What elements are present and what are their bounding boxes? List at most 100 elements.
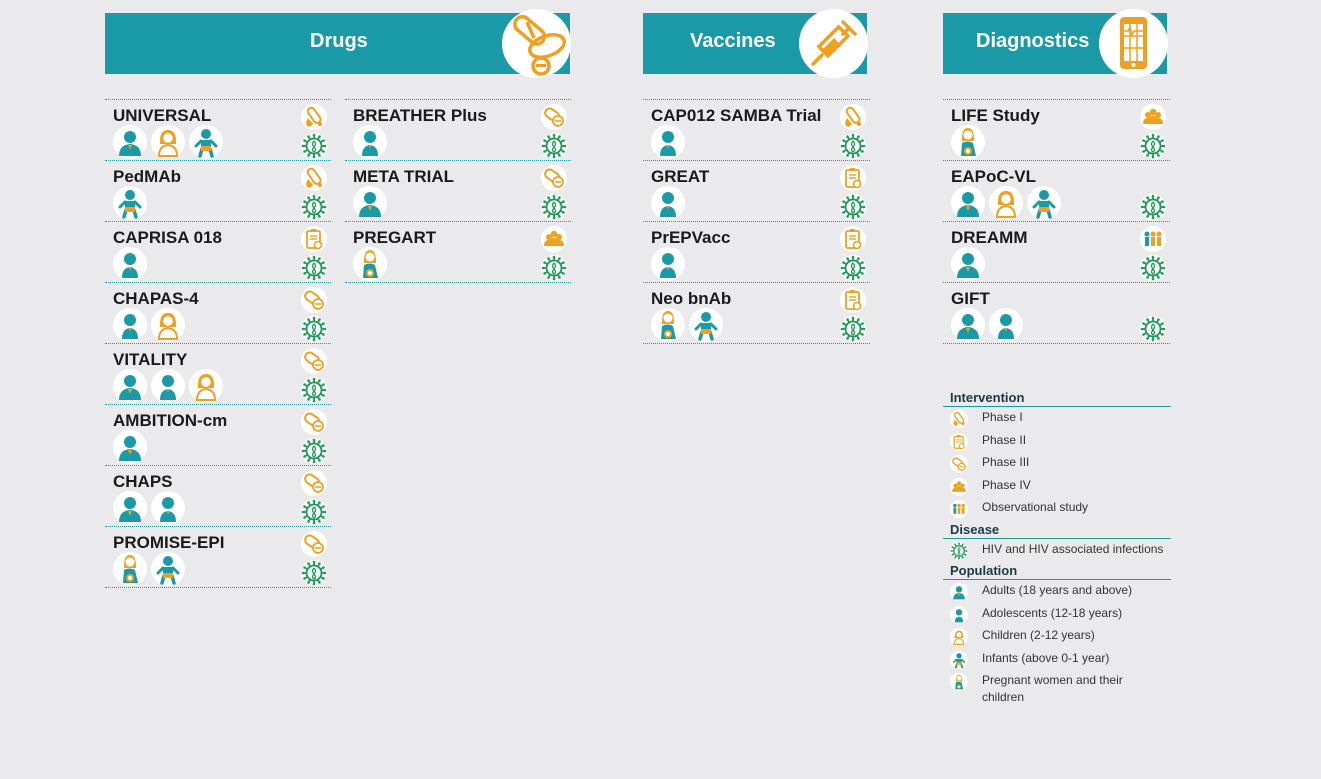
adolescent-icon bbox=[151, 491, 185, 525]
hiv-icon bbox=[541, 194, 567, 220]
population-icons bbox=[951, 186, 1061, 220]
phase-2-icon bbox=[950, 432, 968, 451]
adult-icon bbox=[950, 583, 968, 601]
adolescent-icon bbox=[113, 308, 147, 342]
trial-name: CAPRISA 018 bbox=[113, 228, 222, 247]
pregnant-woman-icon bbox=[950, 673, 968, 691]
phase-1-icon bbox=[301, 165, 327, 191]
legend-intervention-heading: Intervention bbox=[943, 388, 1171, 407]
adolescent-icon bbox=[651, 125, 685, 159]
trial-row: LIFE Study bbox=[943, 100, 1170, 161]
trial-name: GIFT bbox=[951, 289, 990, 308]
phase-3-icon bbox=[541, 104, 567, 130]
population-icons bbox=[353, 247, 387, 281]
trial-name: LIFE Study bbox=[951, 106, 1040, 125]
hiv-icon bbox=[840, 133, 866, 159]
legend-item: Pregnant women and their children bbox=[943, 670, 1133, 706]
hiv-icon bbox=[301, 499, 327, 525]
population-icons bbox=[651, 247, 685, 281]
drugs-trials-column-left: UNIVERSAL PedMAb bbox=[105, 99, 331, 588]
trial-row: EAPoC-VL bbox=[943, 161, 1170, 222]
adolescent-icon bbox=[151, 369, 185, 403]
legend-item: Phase III bbox=[943, 452, 1171, 475]
trial-row: PREGART bbox=[345, 222, 571, 283]
population-icons bbox=[113, 369, 223, 403]
adolescent-icon bbox=[651, 186, 685, 220]
population-icons bbox=[651, 308, 723, 342]
infant-icon bbox=[189, 125, 223, 159]
hiv-icon bbox=[1140, 133, 1166, 159]
legend-item: Infants (above 0-1 year) bbox=[943, 648, 1171, 671]
diagnostics-header: Diagnostics bbox=[943, 9, 1168, 78]
trial-name: UNIVERSAL bbox=[113, 106, 212, 125]
trial-row: GREAT bbox=[643, 161, 870, 222]
infant-icon bbox=[151, 552, 185, 586]
vaccines-header: Vaccines bbox=[643, 9, 868, 78]
phase-4-icon bbox=[541, 226, 567, 252]
trial-name: CHAPAS-4 bbox=[113, 289, 199, 308]
trial-name: BREATHER Plus bbox=[353, 106, 487, 125]
adolescent-icon bbox=[950, 605, 968, 624]
hiv-icon bbox=[1140, 255, 1166, 281]
phase-3-icon bbox=[541, 165, 567, 191]
legend-item-label: Adolescents (12-18 years) bbox=[982, 605, 1123, 620]
child-icon bbox=[950, 628, 968, 646]
legend-item-label: Phase IV bbox=[982, 477, 1031, 492]
trial-row: PedMAb bbox=[105, 161, 331, 222]
adult-icon bbox=[113, 491, 147, 525]
trial-row: UNIVERSAL bbox=[105, 100, 331, 161]
phase-1-icon bbox=[950, 410, 968, 428]
trial-row: DREAMM bbox=[943, 222, 1170, 283]
population-icons bbox=[951, 247, 985, 281]
observational-study-icon bbox=[1140, 226, 1166, 252]
adolescent-icon bbox=[353, 125, 387, 159]
legend-item: Children (2-12 years) bbox=[943, 625, 1171, 648]
legend-item-label: Phase I bbox=[982, 410, 1023, 424]
trial-row: AMBITION-cm bbox=[105, 405, 331, 466]
phase-2-icon bbox=[840, 165, 866, 191]
trial-row: GIFT bbox=[943, 283, 1170, 344]
legend-item: Observational study bbox=[943, 497, 1171, 520]
adult-icon bbox=[113, 430, 147, 464]
legend-disease-heading: Disease bbox=[943, 520, 1171, 539]
trial-name: VITALITY bbox=[113, 350, 188, 369]
adult-icon bbox=[951, 247, 985, 281]
infant-icon bbox=[113, 186, 147, 220]
legend-population-heading: Population bbox=[943, 561, 1171, 580]
phase-4-icon bbox=[950, 477, 968, 496]
phase-3-icon bbox=[301, 348, 327, 374]
child-icon bbox=[151, 308, 185, 342]
legend: Intervention Phase I Phase II Phase III … bbox=[943, 388, 1171, 706]
legend-item-label: Infants (above 0-1 year) bbox=[982, 650, 1110, 665]
pills-icon bbox=[502, 9, 571, 78]
pregnant-woman-icon bbox=[113, 552, 147, 586]
population-icons bbox=[353, 125, 387, 159]
phase-2-icon bbox=[840, 287, 866, 313]
pregnant-woman-icon bbox=[353, 247, 387, 281]
phase-1-icon bbox=[840, 104, 866, 130]
infant-icon bbox=[950, 650, 968, 669]
population-icons bbox=[353, 186, 387, 220]
population-icons bbox=[113, 491, 185, 525]
hiv-icon bbox=[840, 255, 866, 281]
phase-3-icon bbox=[301, 409, 327, 435]
trial-name: PedMAb bbox=[113, 167, 181, 186]
phase-2-icon bbox=[301, 226, 327, 252]
trial-name: Neo bnAb bbox=[651, 289, 732, 308]
section-title: Diagnostics bbox=[976, 30, 1090, 52]
hiv-icon bbox=[541, 133, 567, 159]
trial-row: Neo bnAb bbox=[643, 283, 870, 344]
population-icons bbox=[951, 308, 1023, 342]
phase-1-icon bbox=[301, 104, 327, 130]
hiv-icon bbox=[541, 255, 567, 281]
legend-item-label: Observational study bbox=[982, 500, 1089, 514]
vaccines-trials-column: CAP012 SAMBA Trial GREAT PrEPVacc bbox=[643, 99, 870, 344]
legend-item: HIV and HIV associated infections bbox=[943, 539, 1171, 562]
trial-row: BREATHER Plus bbox=[345, 100, 571, 161]
population-icons bbox=[113, 186, 147, 220]
pregnant-woman-icon bbox=[951, 125, 985, 159]
legend-item-label: Children (2-12 years) bbox=[982, 628, 1095, 642]
trial-row: CAPRISA 018 bbox=[105, 222, 331, 283]
legend-item-label: Phase II bbox=[982, 432, 1027, 447]
phase-2-icon bbox=[840, 226, 866, 252]
